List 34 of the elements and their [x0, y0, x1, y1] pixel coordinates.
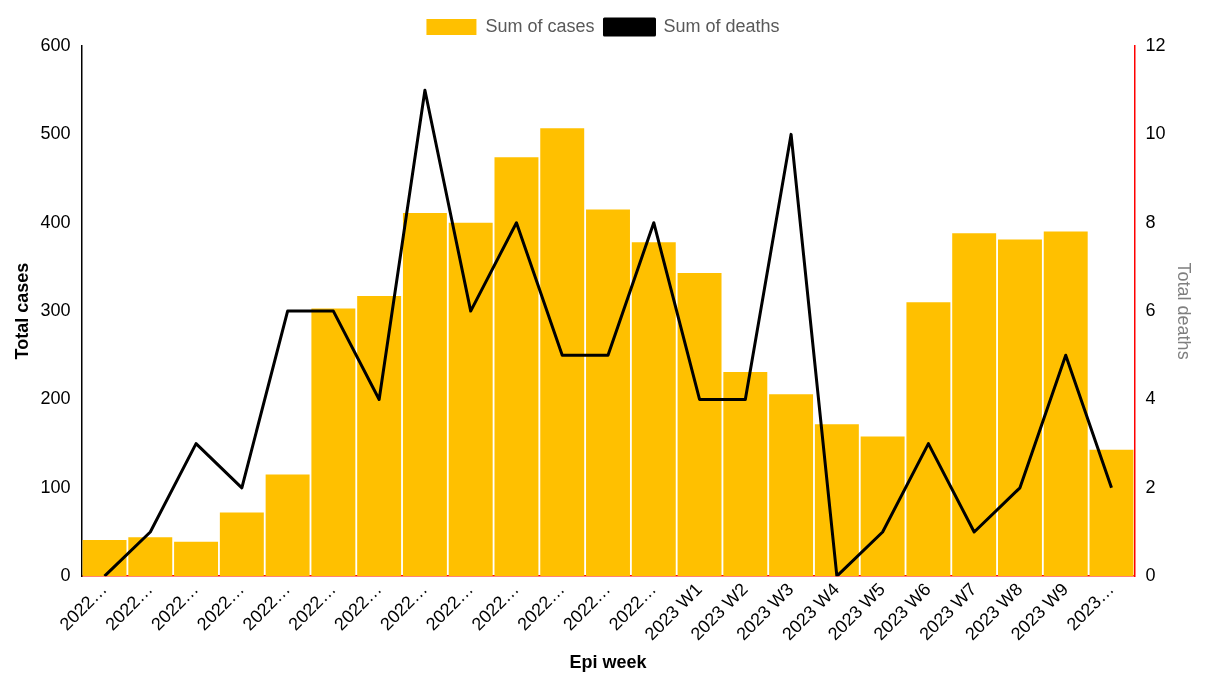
y-tick-label: 600 — [40, 34, 71, 55]
bar — [952, 233, 997, 577]
y-tick-label: 400 — [40, 211, 71, 232]
legend-label: Sum of cases — [485, 15, 595, 36]
y-tick-label: 500 — [40, 123, 71, 144]
bar — [357, 296, 402, 577]
y2-axis-title: Total deaths — [1174, 262, 1195, 360]
y-tick-label: 200 — [40, 388, 71, 409]
y2-tick-label: 0 — [1145, 565, 1156, 586]
bar — [128, 537, 173, 577]
y2-tick-label: 4 — [1145, 388, 1156, 409]
bar — [997, 239, 1042, 577]
x-axis-title: Epi week — [569, 652, 648, 673]
bar — [814, 424, 859, 577]
y2-tick-label: 8 — [1145, 211, 1156, 232]
y2-tick-label: 12 — [1145, 34, 1166, 55]
bar — [586, 209, 630, 577]
bar — [631, 242, 676, 577]
bar — [219, 512, 264, 577]
legend-label: Sum of deaths — [663, 15, 780, 36]
bar — [174, 541, 219, 577]
y-tick-label: 0 — [60, 565, 71, 586]
bar — [769, 394, 814, 577]
bar — [1043, 231, 1088, 577]
y-axis-title: Total cases — [11, 262, 32, 360]
y2-tick-label: 6 — [1145, 300, 1156, 321]
bar — [82, 539, 127, 577]
bar — [540, 128, 585, 577]
y-tick-label: 100 — [40, 476, 71, 497]
bar — [402, 213, 447, 577]
bar — [1089, 449, 1134, 577]
y-tick-label: 300 — [40, 300, 71, 321]
y2-tick-label: 10 — [1145, 123, 1166, 144]
y2-tick-label: 2 — [1145, 476, 1156, 497]
